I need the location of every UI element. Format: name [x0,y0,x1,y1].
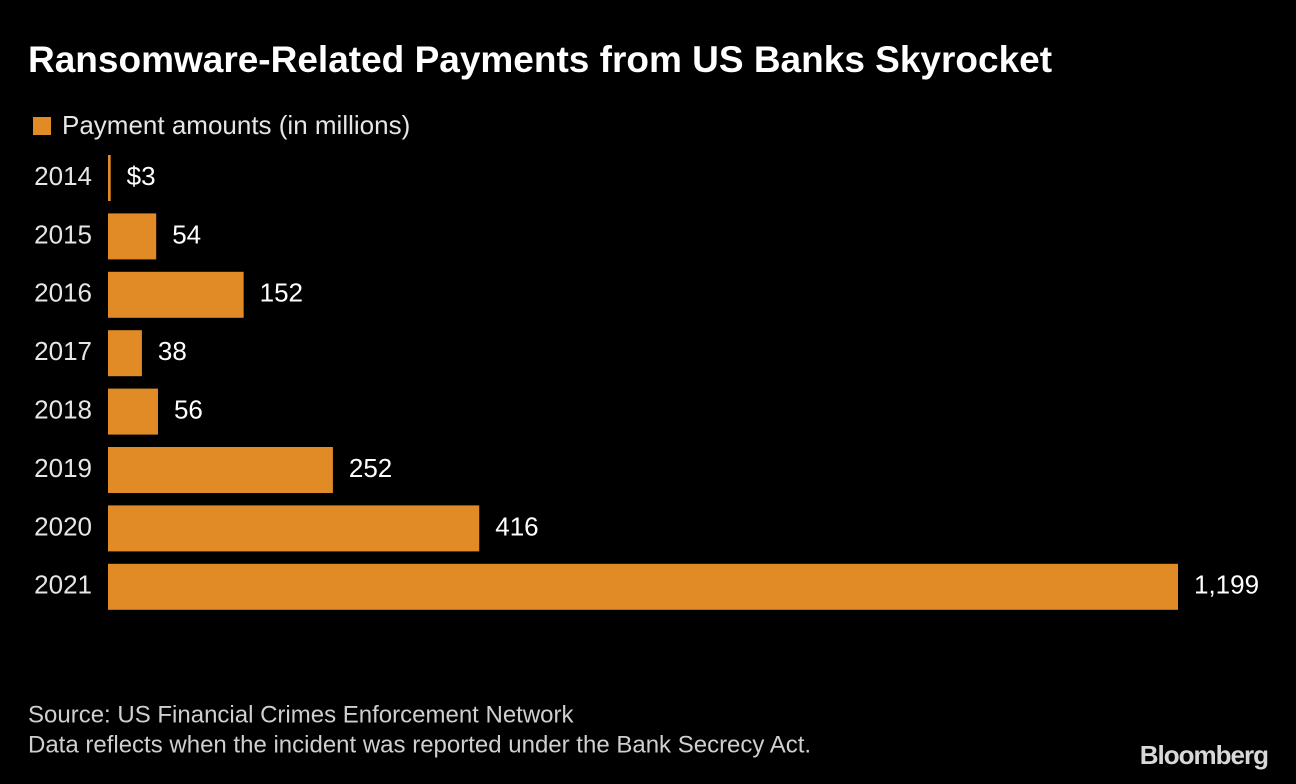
data-label: 54 [172,219,201,249]
y-tick-label: 2017 [34,336,92,366]
data-label: 56 [174,394,203,424]
bar [108,330,142,377]
chart-title: Ransomware-Related Payments from US Bank… [28,39,1052,80]
legend-label: Payment amounts (in millions) [62,110,410,140]
y-tick-label: 2016 [34,278,92,308]
bar [108,388,158,435]
bar [108,447,333,493]
data-label: 252 [349,453,392,483]
legend-swatch [33,117,51,135]
y-tick-label: 2014 [34,161,92,191]
bar [108,505,480,552]
y-tick-label: 2019 [34,453,92,483]
data-label: 1,199 [1194,570,1259,600]
logo: Bloomberg [1140,740,1268,770]
source-note: Data reflects when the incident was repo… [28,731,811,758]
y-tick-label: 2021 [34,570,92,600]
y-tick-label: 2018 [34,394,92,424]
y-tick-label: 2020 [34,511,92,541]
data-label: 152 [260,278,303,308]
bar [108,213,157,260]
bar [108,155,111,201]
data-label: 38 [158,336,187,366]
bar [108,563,1178,610]
source-note: Source: US Financial Crimes Enforcement … [28,701,575,728]
data-label: $3 [127,161,156,191]
data-label: 416 [495,511,538,541]
y-tick-label: 2015 [34,219,92,249]
bar [108,271,244,318]
